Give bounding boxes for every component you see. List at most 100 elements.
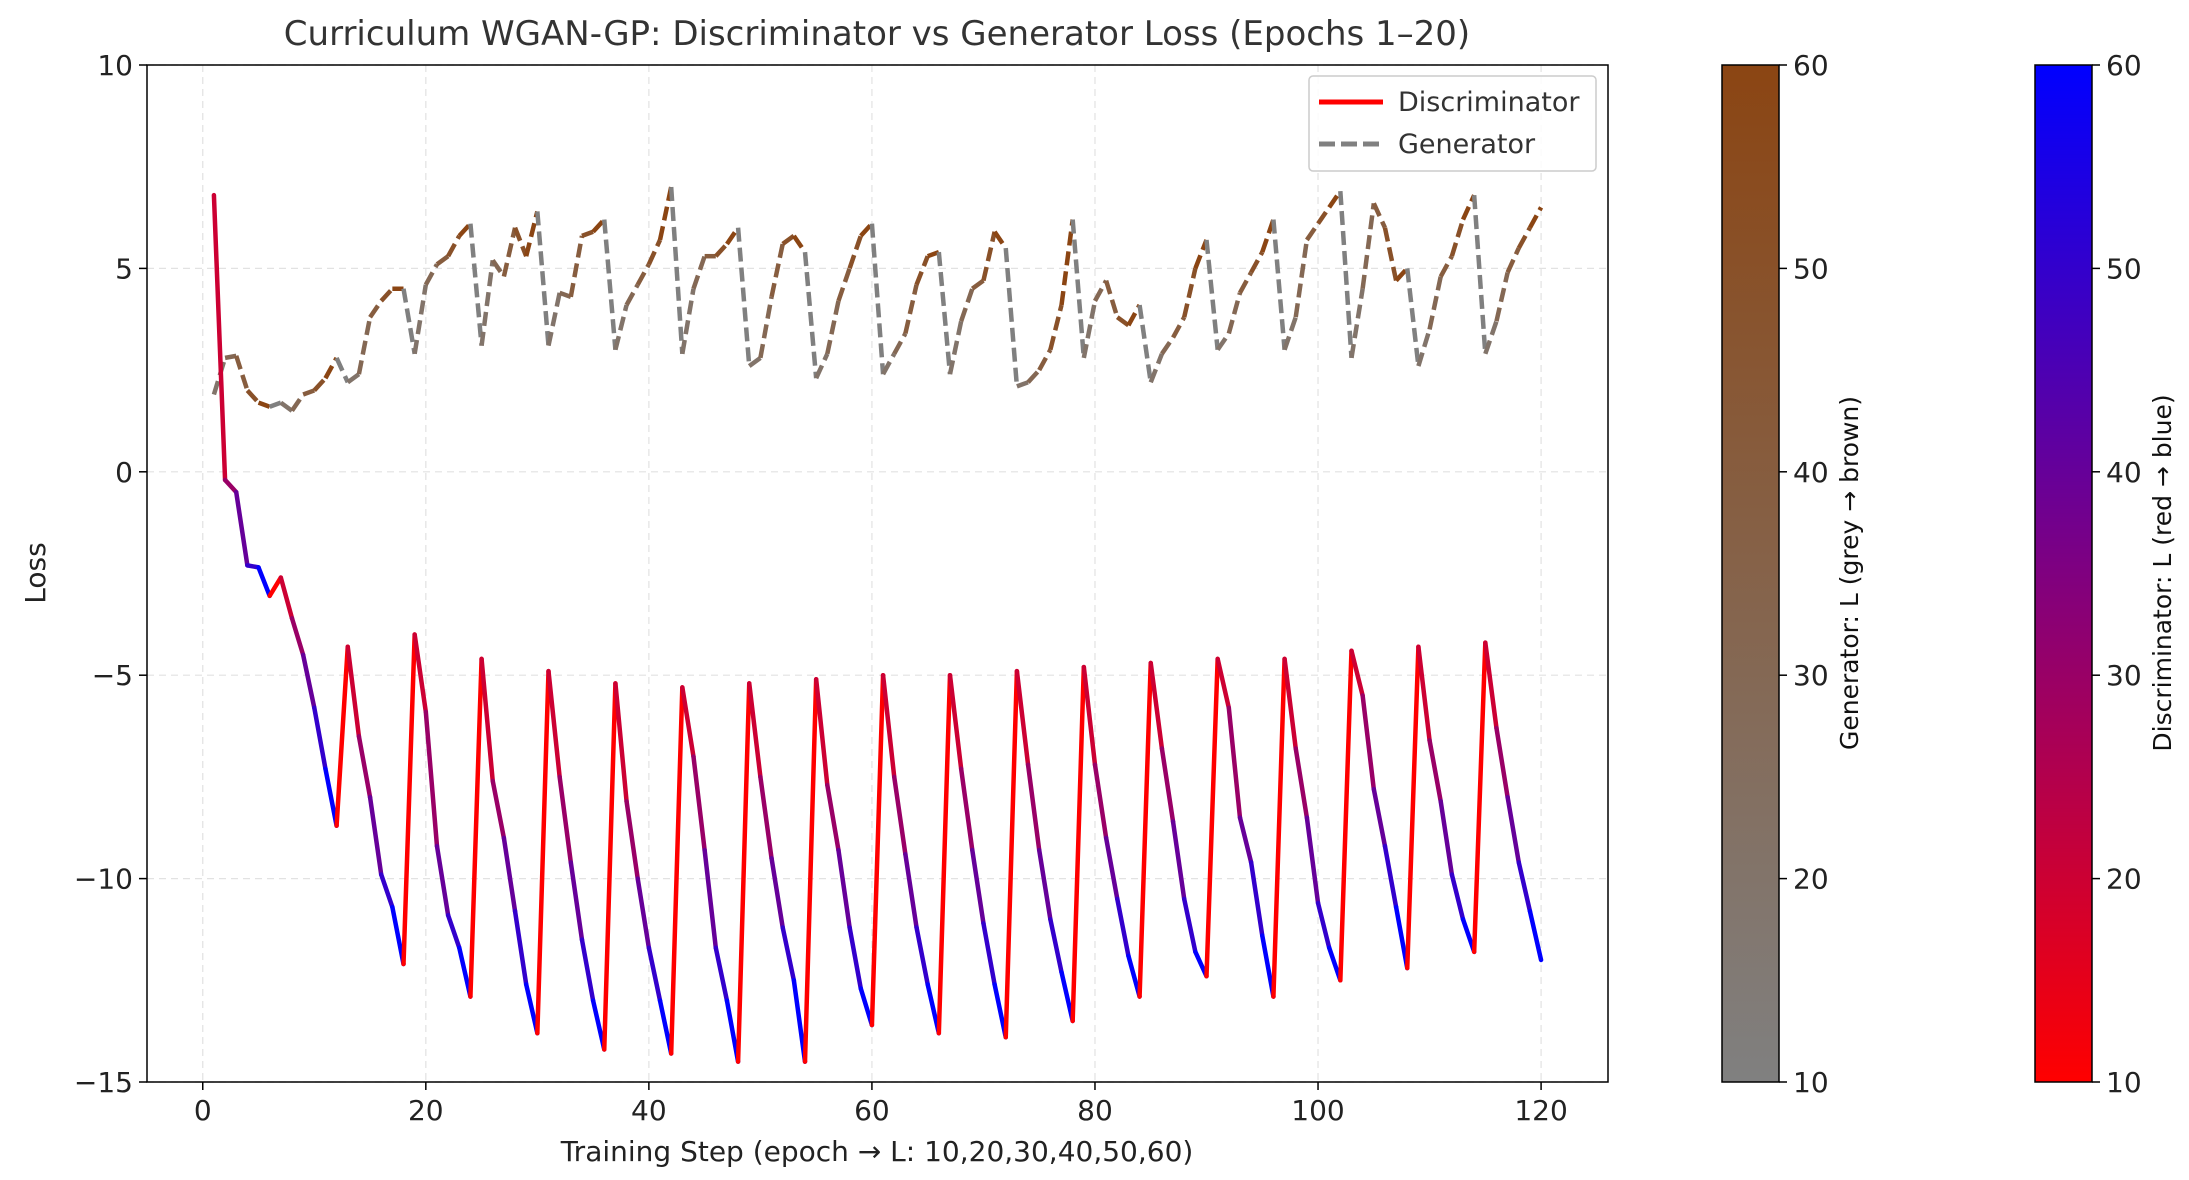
discriminator-segment — [1170, 819, 1187, 902]
generator-segment — [714, 242, 729, 258]
discriminator-segment — [401, 632, 417, 967]
discriminator-segment — [1438, 799, 1455, 877]
discriminator-segment — [423, 709, 440, 849]
generator-segment — [581, 229, 594, 238]
generator-segment — [735, 227, 752, 367]
generator-segment — [524, 210, 540, 257]
colorbar-tick-label: 40 — [1793, 456, 1829, 489]
generator-segment — [613, 304, 629, 351]
generator-segment — [725, 226, 740, 246]
generator-segment — [1070, 219, 1087, 359]
x-tick-label: 0 — [194, 1094, 212, 1127]
generator-segment — [1237, 271, 1254, 294]
generator-segment — [446, 234, 462, 258]
generator-segment — [959, 288, 975, 323]
colorbar-generator-label: Generator: L (grey → brown) — [1835, 396, 1864, 750]
generator-segment — [747, 356, 762, 368]
legend: Discriminator Generator — [1308, 75, 1597, 172]
discriminator-segment — [780, 925, 797, 983]
colorbar-tick-label: 30 — [1793, 659, 1829, 692]
discriminator-segment — [546, 668, 562, 780]
generator-segment — [1316, 206, 1332, 225]
generator-segment — [423, 263, 439, 286]
discriminator-segment — [233, 489, 250, 568]
discriminator-segment — [1405, 644, 1421, 971]
generator-segment — [1483, 320, 1499, 355]
series-generator — [211, 186, 1544, 413]
x-tick-label: 20 — [408, 1094, 444, 1127]
discriminator-segment — [1003, 668, 1020, 1040]
discriminator-segment — [1483, 640, 1499, 731]
generator-segment — [1148, 353, 1164, 384]
discriminator-segment — [981, 921, 997, 987]
discriminator-segment — [1226, 705, 1243, 820]
y-tick-label: −10 — [74, 863, 133, 896]
discriminator-segment — [1471, 640, 1488, 955]
discriminator-segment — [367, 794, 384, 877]
discriminator-segment — [668, 685, 685, 1056]
discriminator-segment — [1036, 847, 1053, 922]
discriminator-segment — [211, 192, 228, 483]
discriminator-segment — [947, 672, 964, 772]
discriminator-segment — [300, 652, 317, 710]
generator-segment — [211, 357, 228, 396]
discriminator-segment — [535, 668, 551, 1036]
generator-segment — [1249, 251, 1265, 274]
generator-segment — [1103, 279, 1120, 318]
generator-segment — [1327, 189, 1343, 209]
discriminator-segment — [490, 778, 507, 841]
generator-segment — [1360, 203, 1377, 290]
discriminator-segment — [869, 672, 886, 1028]
discriminator-segment — [468, 656, 484, 999]
generator-segment — [279, 400, 294, 413]
discriminator-segment — [1148, 660, 1165, 751]
generator-segment — [234, 355, 250, 392]
discriminator-segment — [1315, 900, 1332, 951]
discriminator-segment — [1360, 693, 1377, 792]
discriminator-segment — [557, 774, 574, 865]
discriminator-segment — [769, 856, 785, 930]
generator-segment — [903, 284, 919, 334]
generator-segment — [1516, 226, 1532, 250]
generator-segment — [802, 251, 819, 379]
generator-segment — [490, 258, 506, 278]
generator-segment — [1449, 218, 1466, 257]
colorbar-tick-label: 10 — [1793, 1066, 1829, 1099]
discriminator-segment — [501, 835, 518, 914]
generator-segment — [1215, 332, 1231, 352]
generator-segment — [1471, 195, 1488, 354]
y-axis-label: Loss — [19, 542, 52, 603]
discriminator-segment — [1215, 656, 1232, 710]
discriminator-segment — [1204, 656, 1220, 979]
discriminator-segment — [445, 912, 462, 951]
discriminator-segment — [836, 847, 852, 930]
generator-segment — [512, 226, 529, 258]
generator-segment — [668, 186, 685, 354]
generator-segment — [257, 400, 271, 409]
discriminator-segment — [914, 925, 930, 987]
discriminator-segment — [1025, 762, 1042, 853]
discriminator-segment — [758, 774, 774, 861]
chart-title: Curriculum WGAN-GP: Discriminator vs Gen… — [284, 14, 1470, 54]
generator-segment — [1126, 303, 1142, 327]
generator-segment — [1271, 219, 1287, 350]
generator-segment — [1527, 206, 1544, 229]
discriminator-segment — [1248, 860, 1265, 938]
discriminator-segment — [1092, 762, 1109, 841]
generator-segment — [1371, 202, 1387, 229]
discriminator-segment — [1103, 835, 1120, 902]
discriminator-segment — [746, 681, 763, 780]
discriminator-segment — [512, 908, 529, 987]
discriminator-segment — [847, 925, 864, 991]
discriminator-segment — [1048, 917, 1064, 975]
generator-segment — [535, 211, 551, 346]
discriminator-segment — [323, 766, 339, 828]
discriminator-segment — [1070, 664, 1087, 1024]
generator-segment — [1171, 316, 1187, 339]
discriminator-segment — [412, 632, 429, 715]
generator-segment — [847, 235, 863, 270]
discriminator-segment — [1115, 896, 1131, 959]
x-tick-label: 120 — [1514, 1094, 1567, 1127]
colorbar-generator: 60 50 40 30 20 10 Generator: L (grey → brown) — [1721, 49, 1864, 1099]
